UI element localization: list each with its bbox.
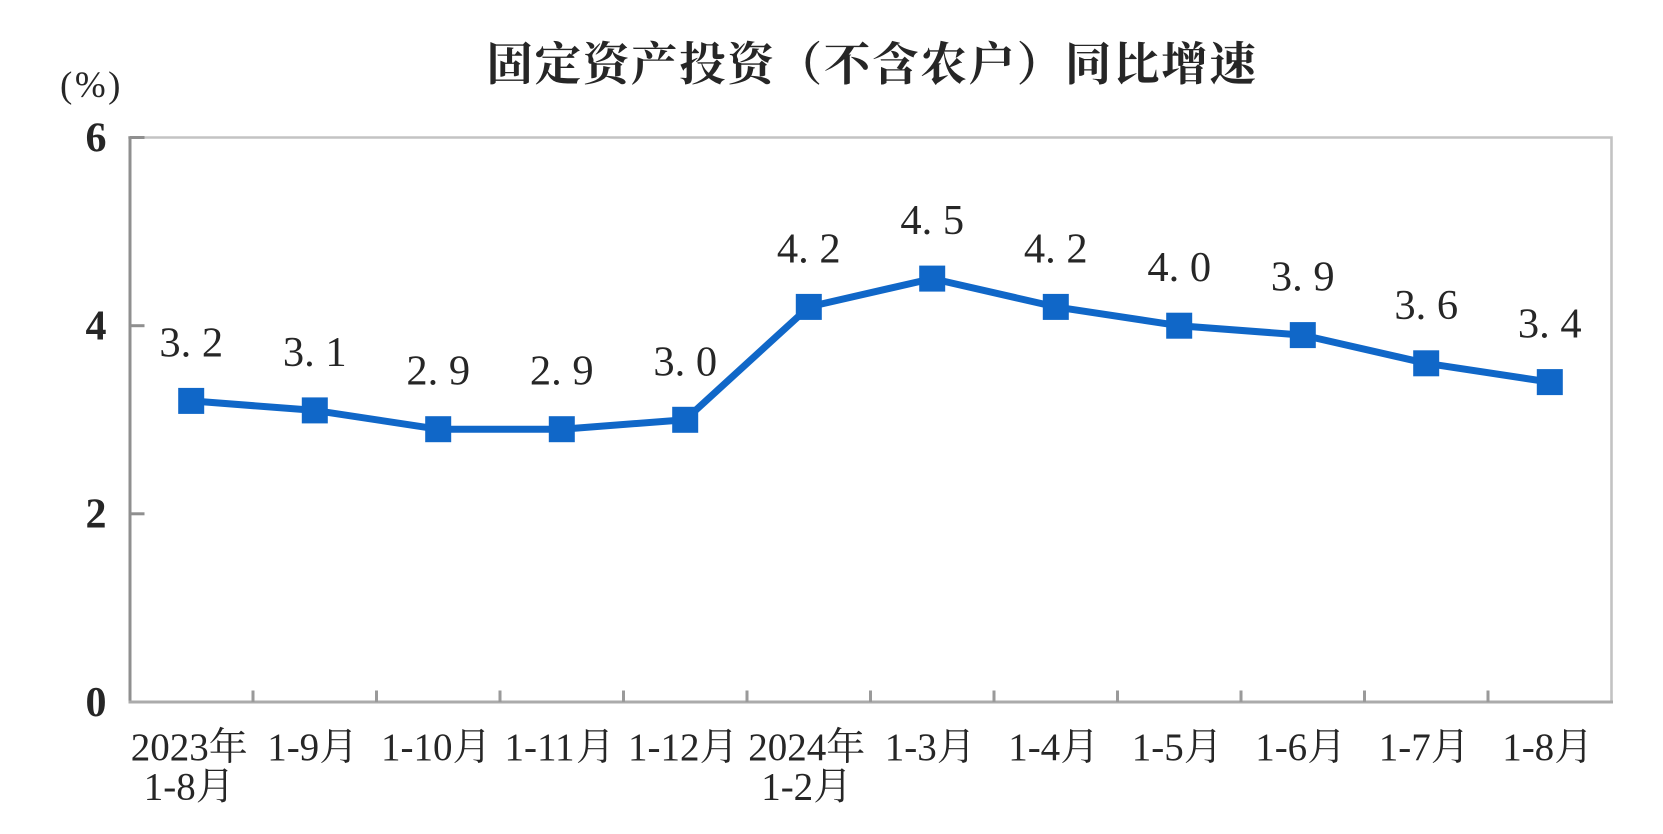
svg-text:6: 6	[86, 115, 107, 161]
svg-text:1-8: 1-8	[144, 766, 196, 809]
svg-text:3. 6: 3. 6	[1394, 282, 1458, 329]
svg-text:4. 5: 4. 5	[900, 197, 964, 244]
svg-text:1-3: 1-3	[885, 726, 937, 769]
svg-text:2024: 2024	[748, 726, 826, 769]
svg-text:2: 2	[86, 492, 107, 538]
svg-text:3. 1: 3. 1	[283, 329, 347, 376]
svg-text:3. 0: 3. 0	[653, 338, 717, 385]
svg-text:4: 4	[86, 304, 107, 350]
svg-text:1-11: 1-11	[505, 726, 575, 769]
svg-text:1-6: 1-6	[1255, 726, 1307, 769]
svg-text:3. 4: 3. 4	[1518, 301, 1582, 348]
svg-text:1-7: 1-7	[1379, 726, 1431, 769]
svg-text:1-8: 1-8	[1502, 726, 1554, 769]
svg-text:1-2: 1-2	[761, 766, 813, 809]
svg-text:(%): (%)	[60, 65, 123, 106]
svg-text:4. 2: 4. 2	[777, 225, 841, 272]
svg-text:4. 0: 4. 0	[1147, 244, 1211, 291]
svg-text:4. 2: 4. 2	[1024, 225, 1088, 272]
svg-text:1-9: 1-9	[267, 726, 319, 769]
svg-text:2. 9: 2. 9	[406, 348, 470, 395]
svg-text:1-5: 1-5	[1132, 726, 1184, 769]
svg-text:1-12: 1-12	[628, 726, 700, 769]
svg-text:0: 0	[86, 680, 107, 726]
svg-text:2023: 2023	[131, 726, 209, 769]
svg-text:3. 9: 3. 9	[1271, 254, 1335, 301]
svg-text:3. 2: 3. 2	[159, 319, 223, 366]
svg-text:1-4: 1-4	[1008, 726, 1060, 769]
svg-text:1-10: 1-10	[381, 726, 453, 769]
svg-text:2. 9: 2. 9	[530, 348, 594, 395]
